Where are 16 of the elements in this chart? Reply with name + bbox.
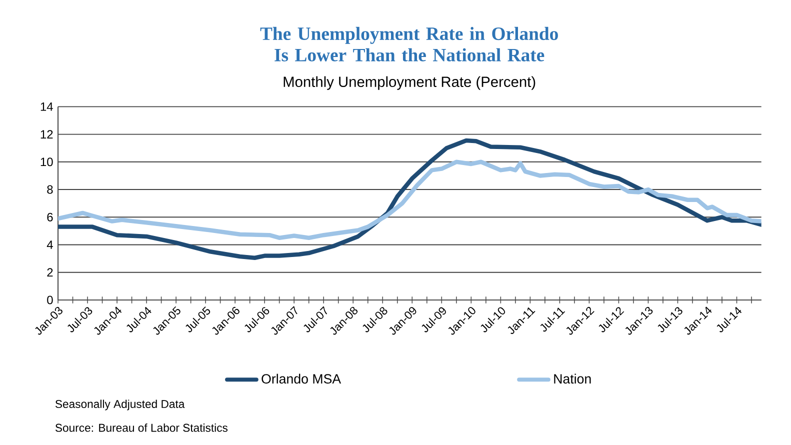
y-tick-label: 4	[46, 240, 53, 249]
y-tick-label: 2	[47, 268, 53, 277]
y-tick-label: 6	[47, 212, 53, 222]
source-note: Source: Bureau of Labor Statistics	[55, 423, 228, 432]
y-tick-label: 14	[40, 102, 53, 111]
y-tick-label: 10	[40, 158, 53, 166]
y-tick-label: 8	[47, 185, 53, 194]
y-tick-label: 0	[47, 296, 53, 304]
chart-subtitle: Monthly Unemployment Rate (Percent)	[284, 76, 536, 90]
legend-label: Orlando MSA	[262, 374, 342, 384]
line-series	[58, 160, 762, 240]
chart-title: The Unemployment Rate in Orlando Is Lower Than the National Rate	[260, 26, 558, 62]
y-tick-label: 12	[40, 130, 53, 138]
legend-label: Nation	[554, 374, 591, 384]
text: Seasonally Adjusted Data	[55, 400, 185, 410]
line-series	[58, 138, 762, 260]
